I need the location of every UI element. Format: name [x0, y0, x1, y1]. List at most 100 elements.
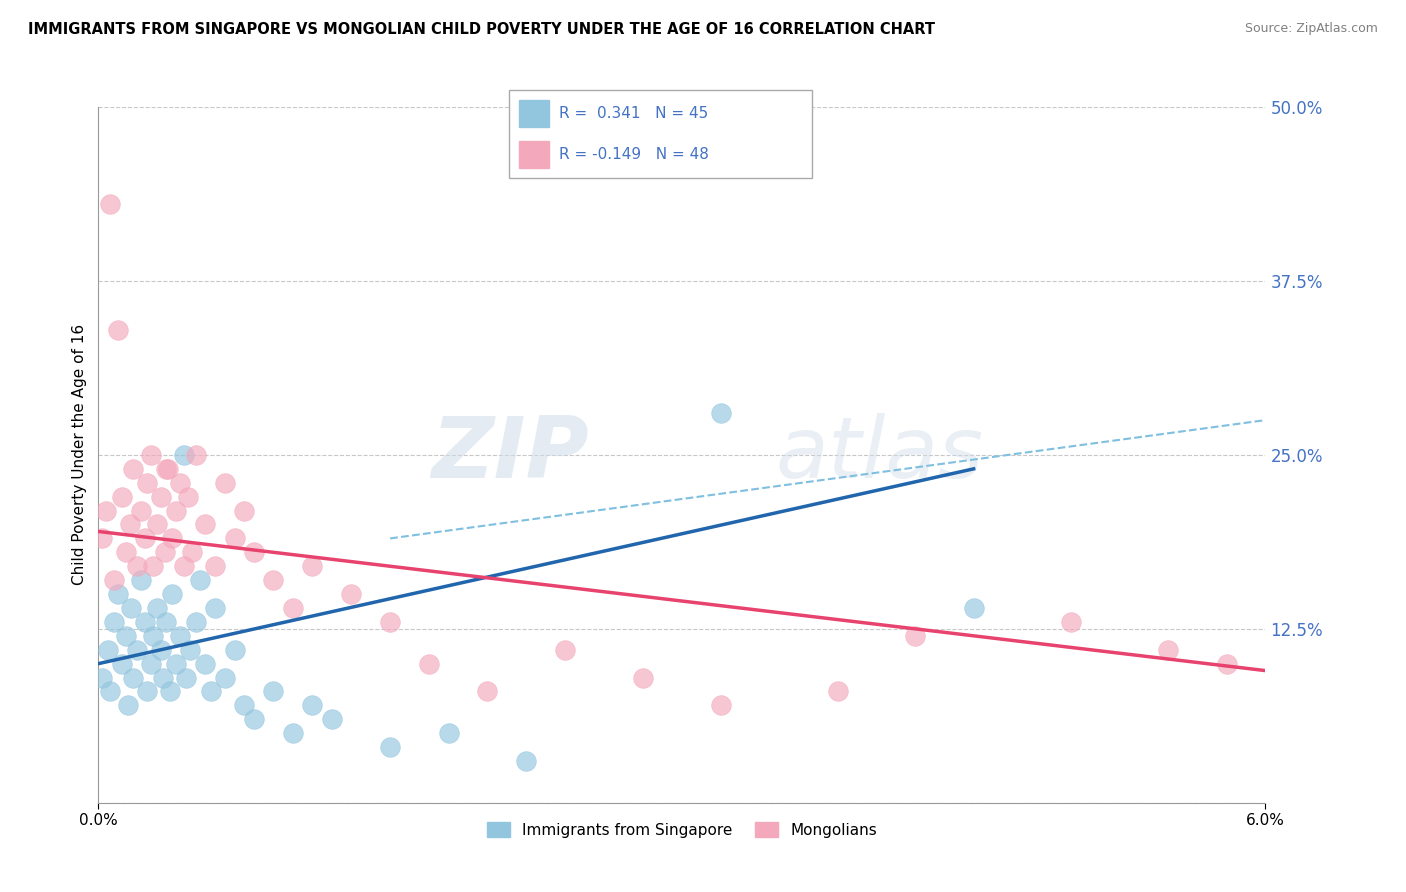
- Point: [827, 684, 849, 698]
- Point: [153, 545, 176, 559]
- Point: [136, 475, 159, 490]
- Point: [91, 532, 114, 546]
- Point: [165, 503, 187, 517]
- Text: ZIP: ZIP: [430, 413, 589, 497]
- Point: [169, 475, 191, 490]
- Point: [281, 601, 304, 615]
- Point: [174, 671, 197, 685]
- Point: [149, 490, 172, 504]
- Point: [184, 615, 207, 629]
- Point: [159, 684, 181, 698]
- Point: [155, 615, 177, 629]
- Point: [1060, 615, 1083, 629]
- Point: [194, 517, 217, 532]
- Point: [111, 657, 134, 671]
- Point: [149, 642, 172, 657]
- FancyBboxPatch shape: [509, 90, 813, 178]
- Text: IMMIGRANTS FROM SINGAPORE VS MONGOLIAN CHILD POVERTY UNDER THE AGE OF 16 CORRELA: IMMIGRANTS FROM SINGAPORE VS MONGOLIAN C…: [28, 22, 935, 37]
- Point: [103, 573, 125, 587]
- Bar: [519, 141, 550, 168]
- Point: [710, 698, 733, 713]
- Point: [134, 532, 156, 546]
- Point: [437, 726, 460, 740]
- Point: [224, 532, 246, 546]
- Point: [243, 712, 266, 726]
- Point: [162, 587, 184, 601]
- Point: [165, 657, 187, 671]
- Point: [121, 601, 143, 615]
- Point: [136, 684, 159, 698]
- Point: [97, 642, 120, 657]
- Point: [321, 712, 343, 726]
- Point: [107, 587, 129, 601]
- Point: [127, 559, 149, 574]
- Point: [380, 740, 402, 755]
- Point: [204, 601, 226, 615]
- Point: [162, 532, 184, 546]
- Point: [122, 462, 145, 476]
- Point: [157, 462, 180, 476]
- Point: [200, 684, 222, 698]
- Point: [155, 462, 177, 476]
- Text: R = -0.149   N = 48: R = -0.149 N = 48: [558, 147, 709, 161]
- Point: [91, 671, 114, 685]
- Point: [134, 615, 156, 629]
- Point: [139, 448, 162, 462]
- Point: [173, 559, 195, 574]
- Point: [107, 323, 129, 337]
- Point: [139, 657, 162, 671]
- Point: [224, 642, 246, 657]
- Point: [103, 615, 125, 629]
- Y-axis label: Child Poverty Under the Age of 16: Child Poverty Under the Age of 16: [72, 325, 87, 585]
- Point: [214, 671, 236, 685]
- Point: [301, 559, 323, 574]
- Point: [243, 545, 266, 559]
- Point: [179, 642, 201, 657]
- Point: [98, 197, 121, 211]
- Point: [98, 684, 121, 698]
- Point: [204, 559, 226, 574]
- Point: [1157, 642, 1180, 657]
- Point: [117, 698, 139, 713]
- Point: [710, 406, 733, 420]
- Text: atlas: atlas: [775, 413, 983, 497]
- Point: [96, 503, 118, 517]
- Point: [418, 657, 440, 671]
- Text: Source: ZipAtlas.com: Source: ZipAtlas.com: [1244, 22, 1378, 36]
- Point: [180, 545, 202, 559]
- Point: [146, 601, 169, 615]
- Point: [142, 629, 165, 643]
- Point: [631, 671, 654, 685]
- Point: [515, 754, 537, 768]
- Text: R =  0.341   N = 45: R = 0.341 N = 45: [558, 106, 709, 120]
- Point: [114, 545, 136, 559]
- Point: [184, 448, 207, 462]
- Point: [169, 629, 191, 643]
- Point: [127, 642, 149, 657]
- Point: [301, 698, 323, 713]
- Point: [1215, 657, 1237, 671]
- Point: [129, 573, 152, 587]
- Point: [477, 684, 499, 698]
- Point: [129, 503, 152, 517]
- Point: [173, 448, 195, 462]
- Point: [904, 629, 927, 643]
- Point: [118, 517, 141, 532]
- Point: [340, 587, 363, 601]
- Point: [114, 629, 136, 643]
- Point: [214, 475, 236, 490]
- Point: [554, 642, 576, 657]
- Bar: [519, 100, 550, 127]
- Point: [233, 503, 256, 517]
- Point: [262, 573, 284, 587]
- Point: [152, 671, 174, 685]
- Point: [142, 559, 165, 574]
- Point: [262, 684, 284, 698]
- Point: [233, 698, 256, 713]
- Point: [281, 726, 304, 740]
- Point: [380, 615, 402, 629]
- Point: [146, 517, 169, 532]
- Point: [962, 601, 984, 615]
- Point: [122, 671, 145, 685]
- Legend: Immigrants from Singapore, Mongolians: Immigrants from Singapore, Mongolians: [481, 815, 883, 844]
